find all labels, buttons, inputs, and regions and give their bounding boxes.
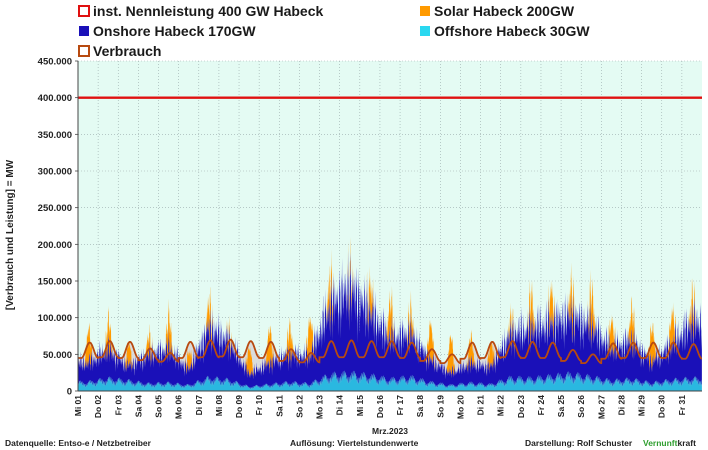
x-tick-label: Di 21 [476, 395, 486, 416]
legend-swatch-solar [420, 6, 430, 16]
x-tick-label: Mo 27 [596, 395, 606, 419]
legend-label-offshore: Offshore Habeck 30GW [434, 23, 590, 39]
y-axis-label: [Verbrauch und Leistung] = MW [5, 159, 16, 310]
x-tick-label: So 19 [435, 395, 445, 418]
footer-source: Datenquelle: Entso-e / Netzbetreiber [5, 438, 152, 448]
y-tick-label: 150.000 [38, 277, 72, 288]
y-tick-label: 0 [67, 387, 72, 398]
legend-swatch-onshore [79, 26, 89, 36]
y-tick-labels: 0 50.000 100.000 150.000 200.000 250.000 300.0… [38, 57, 72, 398]
gridlines [78, 60, 702, 391]
legend-label-nennleistung: inst. Nennleistung 400 GW Habeck [93, 3, 323, 19]
x-tick-label: Mi 08 [214, 395, 224, 417]
legend: inst. Nennleistung 400 GW Habeck Solar H… [78, 3, 590, 59]
legend-swatch-nennleistung [78, 5, 90, 17]
footer-brand-b: kraft [677, 438, 696, 448]
x-tick-label: Mi 15 [355, 395, 365, 417]
x-tick-label: Di 28 [617, 395, 627, 416]
footer-resolution: Auflösung: Viertelstundenwerte [290, 438, 419, 448]
series-onshore [78, 250, 702, 390]
series-offshore [78, 370, 702, 391]
series-layer [78, 237, 703, 391]
y-tick-label: 50.000 [43, 350, 72, 361]
x-tick-label: Mo 13 [315, 395, 325, 419]
x-tick-label: Sa 04 [133, 395, 143, 417]
y-tick-label: 450.000 [38, 57, 72, 68]
x-tick-label: Fr 31 [677, 395, 687, 416]
y-tick-label: 400.000 [38, 93, 72, 104]
footer-author: Darstellung: Rolf Schuster [525, 438, 633, 448]
x-tick-label: Fr 24 [536, 395, 546, 416]
x-tick-label: Fr 03 [113, 395, 123, 416]
series-solar [78, 237, 702, 380]
y-tick-label: 200.000 [38, 240, 72, 251]
x-axis-label: Mrz.2023 [372, 426, 408, 436]
x-tick-label: Fr 17 [395, 395, 405, 416]
x-tick-label: Mi 29 [637, 395, 647, 417]
x-tick-label: Mo 20 [456, 395, 466, 419]
x-tick-label: So 05 [154, 395, 164, 418]
axes [75, 60, 702, 392]
x-tick-label: Do 16 [375, 395, 385, 418]
x-tick-label: So 12 [294, 395, 304, 418]
y-tick-label: 300.000 [38, 167, 72, 178]
x-tick-label: Do 09 [234, 395, 244, 418]
x-tick-label: Sa 25 [556, 395, 566, 417]
x-tick-label: Do 23 [516, 395, 526, 418]
legend-swatch-offshore [420, 26, 430, 36]
x-tick-label: Di 14 [335, 395, 345, 416]
x-tick-label: Mi 01 [73, 395, 83, 417]
y-tick-label: 350.000 [38, 130, 72, 141]
x-tick-label: Do 02 [93, 395, 103, 418]
footer-brand-a: Vernunft [643, 438, 678, 448]
legend-label-solar: Solar Habeck 200GW [434, 3, 575, 19]
x-tick-label: Di 07 [194, 395, 204, 416]
x-tick-label: Sa 18 [415, 395, 425, 417]
x-tick-label: Mo 06 [174, 395, 184, 419]
x-tick-label: So 26 [576, 395, 586, 418]
legend-label-onshore: Onshore Habeck 170GW [93, 23, 256, 39]
y-tick-label: 100.000 [38, 313, 72, 324]
series-verbrauch [78, 338, 703, 365]
x-tick-label: Fr 10 [254, 395, 264, 416]
legend-label-verbrauch: Verbrauch [93, 43, 161, 59]
x-tick-label: Mi 22 [496, 395, 506, 417]
legend-swatch-verbrauch [78, 45, 90, 57]
footer-brand: Vernunftkraft [643, 438, 696, 448]
x-tick-labels: Mi 01 Do 02 Fr 03 Sa 04 So 05 Mo 06 Di 07 Mi 08… [73, 395, 687, 419]
x-tick-label: Sa 11 [274, 395, 284, 417]
x-tick-label: Do 30 [657, 395, 667, 418]
y-tick-label: 250.000 [38, 203, 72, 214]
